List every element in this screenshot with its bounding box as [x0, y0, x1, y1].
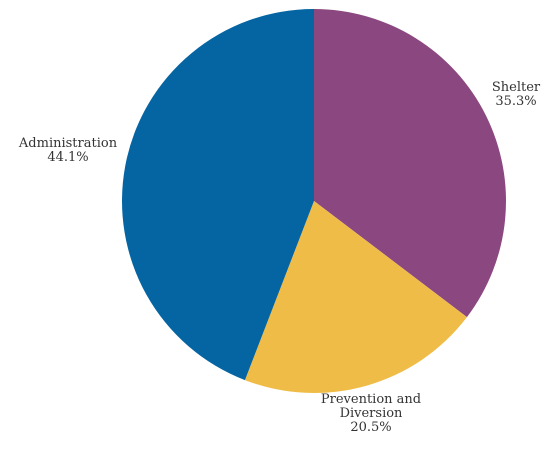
slice-percent: 20.5% — [350, 420, 391, 435]
pie-slice-prevention-and-diversion — [244, 201, 467, 393]
slice-percent: 44.1% — [47, 150, 88, 165]
slice-percent: 35.3% — [495, 94, 536, 109]
slice-label-0: Shelter 35.3% — [492, 80, 541, 109]
slice-name: Administration — [18, 136, 118, 151]
slice-label-2: Administration 44.1% — [18, 136, 118, 165]
pie-slices — [121, 9, 506, 393]
pie-slice-administration — [121, 9, 315, 381]
pie-labels: Shelter 35.3% Prevention and Diversion 20.5%… — [18, 80, 541, 435]
slice-name: Prevention and — [321, 392, 421, 407]
slice-name: Shelter — [492, 80, 541, 95]
slice-name: Diversion — [340, 406, 403, 421]
slice-label-1: Prevention and Diversion 20.5% — [321, 392, 421, 435]
pie-slice-shelter — [314, 9, 506, 318]
